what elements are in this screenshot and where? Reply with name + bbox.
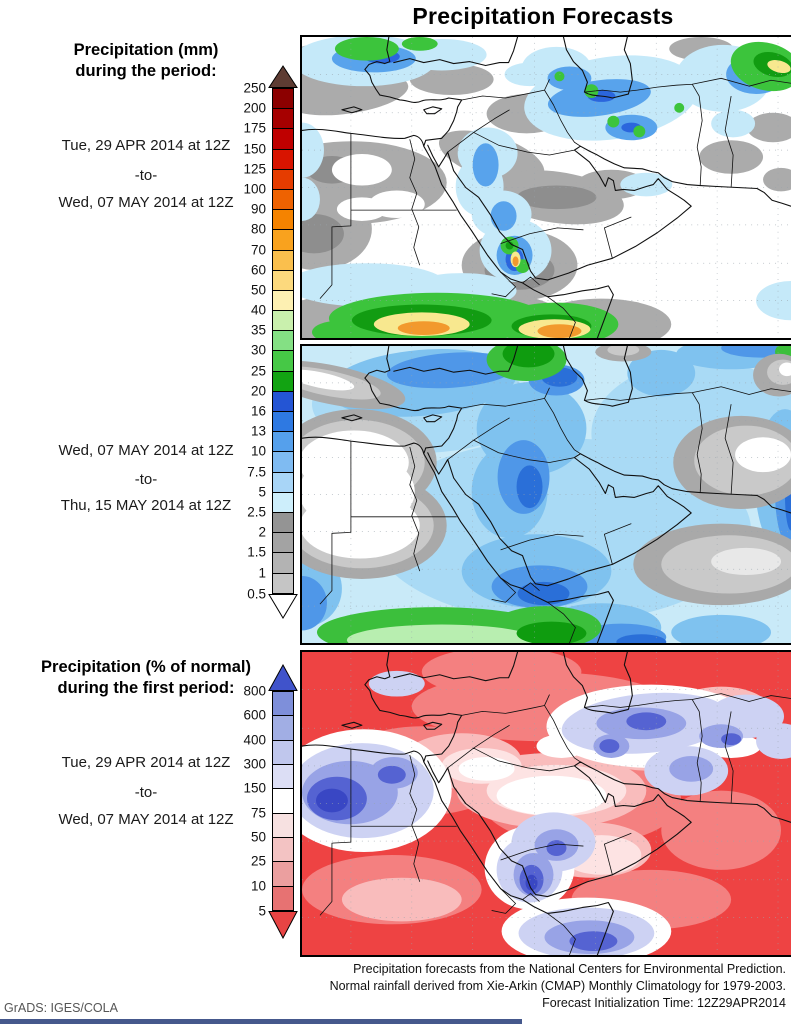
bottom-edge-bar bbox=[0, 1019, 522, 1024]
panel2-date-from: Wed, 07 MAY 2014 at 12Z bbox=[58, 442, 234, 459]
panel1-date-to: Wed, 07 MAY 2014 at 12Z bbox=[58, 194, 234, 211]
panel3-date-to: Wed, 07 MAY 2014 at 12Z bbox=[58, 811, 234, 828]
colorbar-percent-segments: 800 600 400 300 150 75 50 25 10 5 bbox=[243, 684, 294, 919]
footer-line3: Forecast Initialization Time: 12Z29APR20… bbox=[542, 995, 786, 1010]
map-precip-percent-normal bbox=[300, 650, 791, 957]
footer-line1: Precipitation forecasts from the Nationa… bbox=[353, 962, 786, 976]
footer-line2: Normal rainfall derived from Xie-Arkin (… bbox=[329, 978, 786, 993]
colorbar-percent-top-arrow-icon bbox=[268, 664, 298, 691]
panel1-date-from: Tue, 29 APR 2014 at 12Z bbox=[61, 137, 231, 154]
map2-canvas bbox=[302, 346, 791, 643]
panel2-date-separator: -to- bbox=[134, 471, 158, 488]
panel3-date-from: Tue, 29 APR 2014 at 12Z bbox=[61, 754, 231, 771]
map1-canvas bbox=[302, 37, 791, 338]
grads-credit: GrADS: IGES/COLA bbox=[4, 1001, 118, 1015]
panel1-heading-line1: Precipitation (mm) bbox=[73, 41, 219, 59]
colorbar-percent: 800 600 400 300 150 75 50 25 10 5 bbox=[243, 664, 298, 940]
panel1-heading-line2: during the period: bbox=[75, 62, 217, 80]
colorbar-mm-segments: 250 200 175 150 125 100 90 80 70 60 50 40 35 30 25 20 16… bbox=[243, 81, 294, 601]
colorbar-percent-bottom-arrow-icon bbox=[268, 911, 298, 940]
panel2-date-to: Thu, 15 MAY 2014 at 12Z bbox=[60, 497, 232, 514]
colorbar-mm-bottom-arrow-icon bbox=[268, 593, 298, 619]
panel3-heading-line2: during the first period: bbox=[57, 679, 235, 697]
map-precip-mm-period2 bbox=[300, 344, 791, 645]
page-title: Precipitation Forecasts bbox=[412, 3, 674, 29]
map-precip-mm-period1 bbox=[300, 35, 791, 340]
footer-notes: Precipitation forecasts from the Nationa… bbox=[330, 961, 786, 1011]
panel3-heading-line1: Precipitation (% of normal) bbox=[41, 658, 251, 676]
colorbar-mm-top-arrow-icon bbox=[268, 65, 298, 88]
panel1-date-separator: -to- bbox=[134, 167, 158, 184]
colorbar-mm: 250 200 175 150 125 100 90 80 70 60 50 40 35 30 25 20 16… bbox=[243, 65, 298, 619]
map3-canvas bbox=[302, 652, 791, 955]
panel3-date-separator: -to- bbox=[134, 784, 158, 801]
